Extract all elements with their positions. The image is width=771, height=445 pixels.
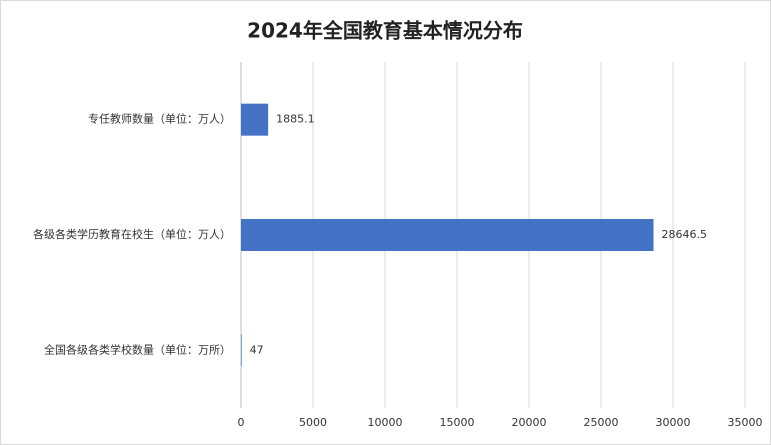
data-label: 1885.1 [276,113,315,126]
x-tick-label: 30000 [656,416,691,429]
bar [241,103,269,136]
x-tick-label: 35000 [728,416,763,429]
y-tick-label: 专任教师数量（单位：万人） [88,112,231,126]
x-tick-label: 5000 [299,416,327,429]
y-tick-label: 各级各类学历教育在校生（单位：万人） [33,227,231,241]
x-tick-label: 15000 [440,416,475,429]
x-tick-label: 20000 [512,416,547,429]
data-label: 47 [250,343,264,356]
y-tick-label: 全国各级各类学校数量（单位：万所） [44,342,231,356]
chart-title: 2024年全国教育基本情况分布 [247,19,523,43]
bar [241,334,242,367]
x-tick-label: 10000 [368,416,403,429]
x-tick-label: 0 [238,416,245,429]
data-label: 28646.5 [662,228,708,241]
x-tick-label: 25000 [584,416,619,429]
bar [241,219,654,251]
